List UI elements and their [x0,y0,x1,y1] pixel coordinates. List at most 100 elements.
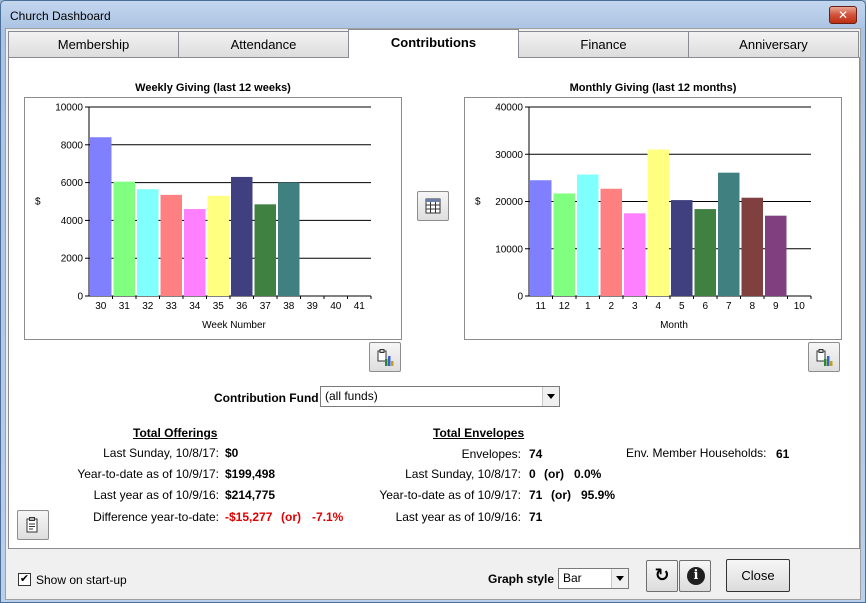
weekly-chart-title: Weekly Giving (last 12 weeks) [135,82,291,94]
x-tick-label: 36 [236,301,248,312]
offerings-label: Year-to-date as of 10/9/17: [77,467,219,481]
envelopes-last-sunday-or: (or) [544,467,564,481]
bar [160,194,182,296]
envelopes-ytd-value: 71 [529,488,543,502]
tab-finance[interactable]: Finance [518,31,689,58]
x-tick-label: 9 [773,301,779,312]
x-tick-label: 11 [536,301,547,312]
x-tick-label: 4 [655,301,661,312]
y-tick-label: 6000 [61,178,84,189]
graph-style-value: Bar [563,571,582,585]
bar [278,182,300,296]
table-view-button[interactable] [417,191,449,221]
y-tick-label: 0 [517,292,523,303]
households-value: 61 [776,447,790,461]
checkmark-icon: ✔ [19,573,30,585]
y-tick-label: 10000 [55,103,83,114]
envelopes-ytd-or: (or) [551,488,571,502]
x-tick-label: 1 [585,301,591,312]
y-tick-label: 30000 [495,150,523,161]
tab-label: Membership [57,37,130,52]
graph-style-label: Graph style [488,572,555,586]
bar [741,197,763,296]
x-tick-label: 2 [608,301,614,312]
contribution-fund-select[interactable]: (all funds) [320,386,560,407]
offerings-value: $199,498 [225,467,276,481]
bar [254,204,276,296]
chevron-down-icon [611,569,628,588]
weekly-chart-export-button[interactable] [369,342,401,372]
window-close-button[interactable]: ✕ [829,6,857,24]
x-tick-label: 30 [95,301,107,312]
contribution-fund-value: (all funds) [325,389,378,403]
graph-style-select[interactable]: Bar [558,568,629,589]
copy-stats-button[interactable] [17,510,49,540]
info-icon: i [687,567,705,585]
y-tick-label: 10000 [495,244,523,255]
households-label: Env. Member Households: [626,446,767,460]
envelopes-last-sunday-label: Last Sunday, 10/8/17: [405,467,521,481]
x-axis-label: Week Number [202,320,266,331]
refresh-icon: ↻ [654,565,670,585]
bar [671,200,693,296]
bar [647,149,669,296]
bar [184,209,206,296]
tab-attendance[interactable]: Attendance [178,31,349,58]
clipboard-icon [26,517,38,533]
total-envelopes-header: Total Envelopes [433,426,525,440]
x-tick-label: 39 [307,301,319,312]
tab-label: Contributions [390,35,477,50]
offerings-label: Last year as of 10/9/16: [93,488,219,502]
table-icon [425,198,441,214]
difference-percent: -7.1% [312,510,344,524]
total-offerings-header: Total Offerings [133,426,218,440]
offerings-value: $0 [225,446,239,460]
tab-label: Attendance [230,37,297,52]
x-tick-label: 7 [726,301,732,312]
difference-amount: -$15,277 [225,510,273,524]
show-on-startup-checkbox[interactable]: ✔ [18,573,31,586]
bar [553,193,575,296]
difference-or: (or) [281,510,301,524]
bar [231,176,253,296]
x-tick-label: 6 [702,301,708,312]
difference-label: Difference year-to-date: [93,510,219,524]
x-tick-label: 40 [330,301,342,312]
y-tick-label: 20000 [495,197,523,208]
envelopes-value: 74 [529,447,543,461]
close-icon: ✕ [837,8,849,22]
offerings-value: $214,775 [225,488,276,502]
envelopes-last-year-value: 71 [529,510,543,524]
x-tick-label: 37 [260,301,272,312]
info-button[interactable]: i [679,560,711,592]
tab-anniversary[interactable]: Anniversary [688,31,859,58]
bar [600,188,622,296]
bar [137,189,159,296]
tab-membership[interactable]: Membership [8,31,179,58]
envelopes-ytd-percent: 95.9% [581,488,616,502]
client-area: Membership Attendance Contributions Fina… [5,28,861,600]
tab-contributions[interactable]: Contributions [348,29,519,58]
x-tick-label: 12 [559,301,571,312]
bar [624,213,646,296]
monthly-chart-export-button[interactable] [808,342,840,372]
bar [694,209,716,296]
y-tick-label: 2000 [61,254,84,265]
copy-chart-icon [377,349,394,366]
refresh-button[interactable]: ↻ [646,560,678,592]
x-tick-label: 3 [632,301,638,312]
x-tick-label: 38 [283,301,295,312]
show-on-startup-label: Show on start-up [36,573,127,587]
weekly-giving-chart: 0 2000 4000 6000 8000 10000 30 31 32 33 34 35 36 37 38… [24,97,402,340]
x-tick-label: 34 [189,301,201,312]
title-bar[interactable]: Church Dashboard ✕ [1,1,865,29]
close-button[interactable]: Close [726,559,790,592]
x-tick-label: 35 [213,301,225,312]
offerings-label: Last Sunday, 10/8/17: [103,446,219,460]
contributions-panel: Weekly Giving (last 12 weeks) 0 2000 4000 6… [8,57,860,549]
tab-label: Anniversary [739,37,808,52]
monthly-chart-title: Monthly Giving (last 12 months) [569,82,737,94]
bar [530,180,552,296]
envelopes-last-sunday-value: 0 [529,467,536,481]
y-axis-label: $ [35,197,41,208]
